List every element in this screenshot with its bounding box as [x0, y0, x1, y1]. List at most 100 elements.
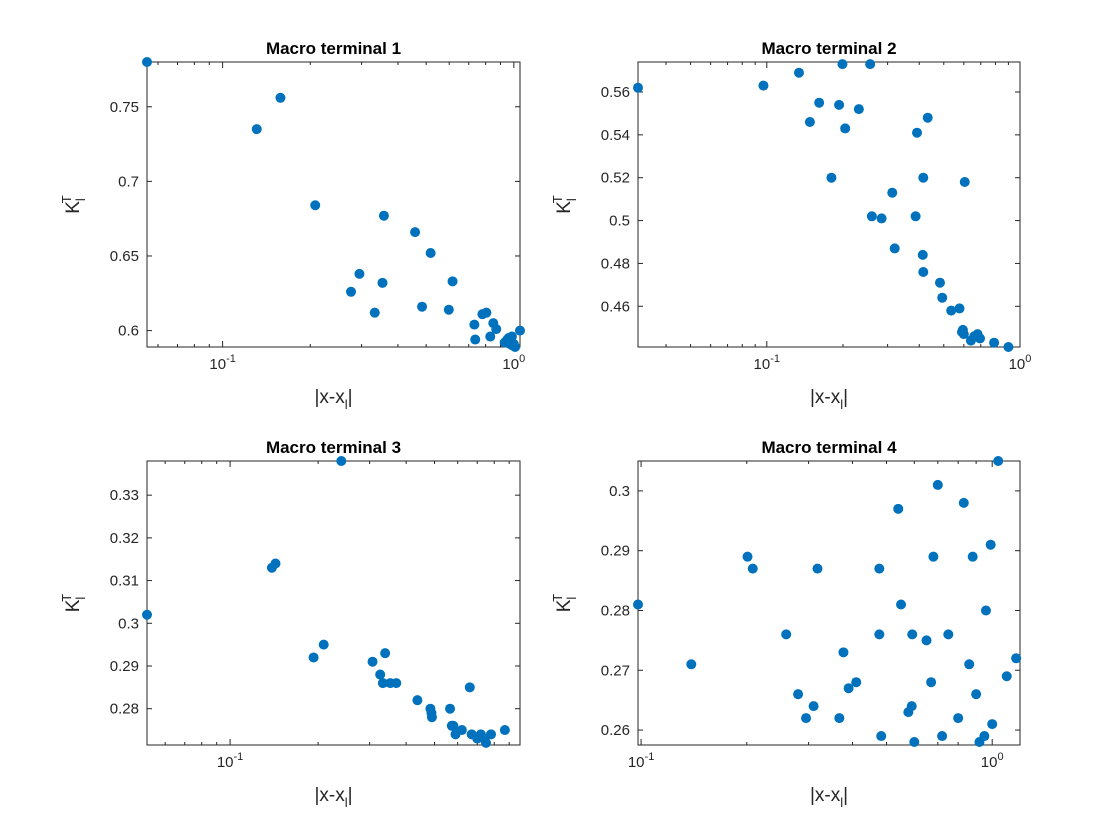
- x-tick-label: 100: [981, 751, 1004, 771]
- data-point: [906, 701, 917, 712]
- data-point: [472, 733, 483, 744]
- data-point: [934, 277, 945, 288]
- data-point: [866, 211, 877, 222]
- data-point: [308, 652, 319, 663]
- y-tick-label: 0.75: [110, 99, 139, 116]
- data-point: [876, 731, 887, 742]
- data-point: [485, 331, 496, 342]
- data-point: [840, 123, 851, 134]
- data-point: [375, 669, 386, 680]
- data-point: [377, 678, 388, 689]
- subplot-2: Macro terminal 2 0.46 0.48 0.5 0.52 0.54 0.56 1…: [550, 39, 1031, 412]
- data-point: [142, 57, 152, 67]
- data-point: [910, 211, 921, 222]
- data-point: [633, 82, 643, 93]
- axes-box: [146, 460, 521, 746]
- data-point: [843, 683, 854, 694]
- y-axis-label: KlT: [59, 594, 88, 613]
- x-axis-label: |x-xl|: [314, 387, 352, 412]
- plot-title: Macro terminal 2: [761, 39, 896, 58]
- data-point: [971, 689, 982, 700]
- data-point: [747, 563, 758, 574]
- x-tick-label: 10-1: [217, 751, 243, 771]
- data-point: [893, 503, 904, 514]
- x-tick-label: 100: [502, 353, 525, 373]
- data-point: [499, 725, 510, 736]
- data-point: [633, 599, 643, 610]
- data-point: [937, 292, 948, 303]
- data-point: [367, 656, 378, 667]
- data-point: [310, 200, 321, 211]
- data-point: [943, 629, 954, 640]
- x-tick-label: 10-1: [209, 353, 235, 373]
- data-point: [865, 59, 876, 70]
- data-point: [907, 629, 918, 640]
- data-point: [874, 629, 885, 640]
- data-point: [814, 97, 825, 108]
- data-point: [954, 303, 965, 314]
- data-point: [464, 682, 475, 693]
- data-point: [917, 249, 928, 260]
- data-point: [251, 124, 262, 135]
- data-point: [889, 243, 900, 254]
- data-point: [275, 92, 286, 103]
- data-point: [142, 609, 152, 620]
- y-tick-label: 0.28: [601, 602, 630, 619]
- data-point: [793, 689, 804, 700]
- x-tick-label: 10-1: [754, 353, 780, 373]
- data-point: [510, 342, 521, 352]
- y-tick-label: 0.28: [110, 701, 139, 718]
- data-point: [443, 304, 454, 315]
- data-point: [686, 659, 697, 670]
- data-point: [758, 80, 769, 91]
- data-point: [380, 648, 391, 659]
- data-point: [896, 599, 907, 610]
- y-tick-label: 0.27: [601, 662, 630, 679]
- data-point: [515, 325, 525, 336]
- data-point: [270, 558, 281, 569]
- data-point: [318, 639, 329, 650]
- data-point: [964, 659, 975, 670]
- data-point: [912, 127, 923, 138]
- data-point: [336, 456, 347, 466]
- x-tick-label: 10-1: [628, 751, 654, 771]
- subplot-3: Macro terminal 3 0.28 0.29 0.3 0.31 0.32 0.33 1…: [59, 438, 521, 810]
- data-point: [967, 551, 978, 562]
- plot-title: Macro terminal 3: [266, 438, 401, 457]
- data-point: [469, 319, 480, 330]
- data-point: [918, 172, 929, 183]
- data-point: [922, 112, 933, 123]
- data-point: [909, 737, 920, 748]
- y-axis-label: KlT: [550, 594, 579, 613]
- plot-title: Macro terminal 1: [266, 39, 401, 58]
- y-tick-label: 0.6: [118, 323, 139, 340]
- data-point: [417, 301, 428, 312]
- y-axis-label: KlT: [59, 195, 88, 214]
- data-point: [946, 305, 957, 316]
- subplot-1: Macro terminal 1 0.6 0.65 0.7 0.75 10-1 100 |x-…: [59, 39, 525, 412]
- data-point: [959, 177, 970, 187]
- data-point: [953, 713, 964, 724]
- x-axis-label: |x-xl|: [810, 387, 848, 412]
- data-point: [876, 213, 887, 224]
- data-point: [425, 247, 436, 258]
- data-point: [412, 695, 423, 706]
- data-point: [506, 331, 517, 342]
- data-point: [979, 731, 990, 742]
- data-point: [742, 551, 753, 562]
- y-tick-label: 0.33: [110, 487, 139, 504]
- y-tick-label: 0.32: [110, 530, 139, 547]
- x-tick-label: 100: [1009, 353, 1032, 373]
- data-point: [1003, 342, 1014, 352]
- y-tick-label: 0.29: [601, 543, 630, 560]
- data-point: [354, 268, 365, 279]
- data-point: [974, 333, 985, 344]
- data-point: [989, 337, 1000, 348]
- y-tick-label: 0.52: [601, 170, 630, 187]
- data-point: [918, 267, 929, 277]
- y-tick-label: 0.54: [601, 127, 630, 144]
- data-point: [937, 731, 948, 742]
- data-point: [932, 479, 943, 490]
- data-point: [834, 713, 845, 724]
